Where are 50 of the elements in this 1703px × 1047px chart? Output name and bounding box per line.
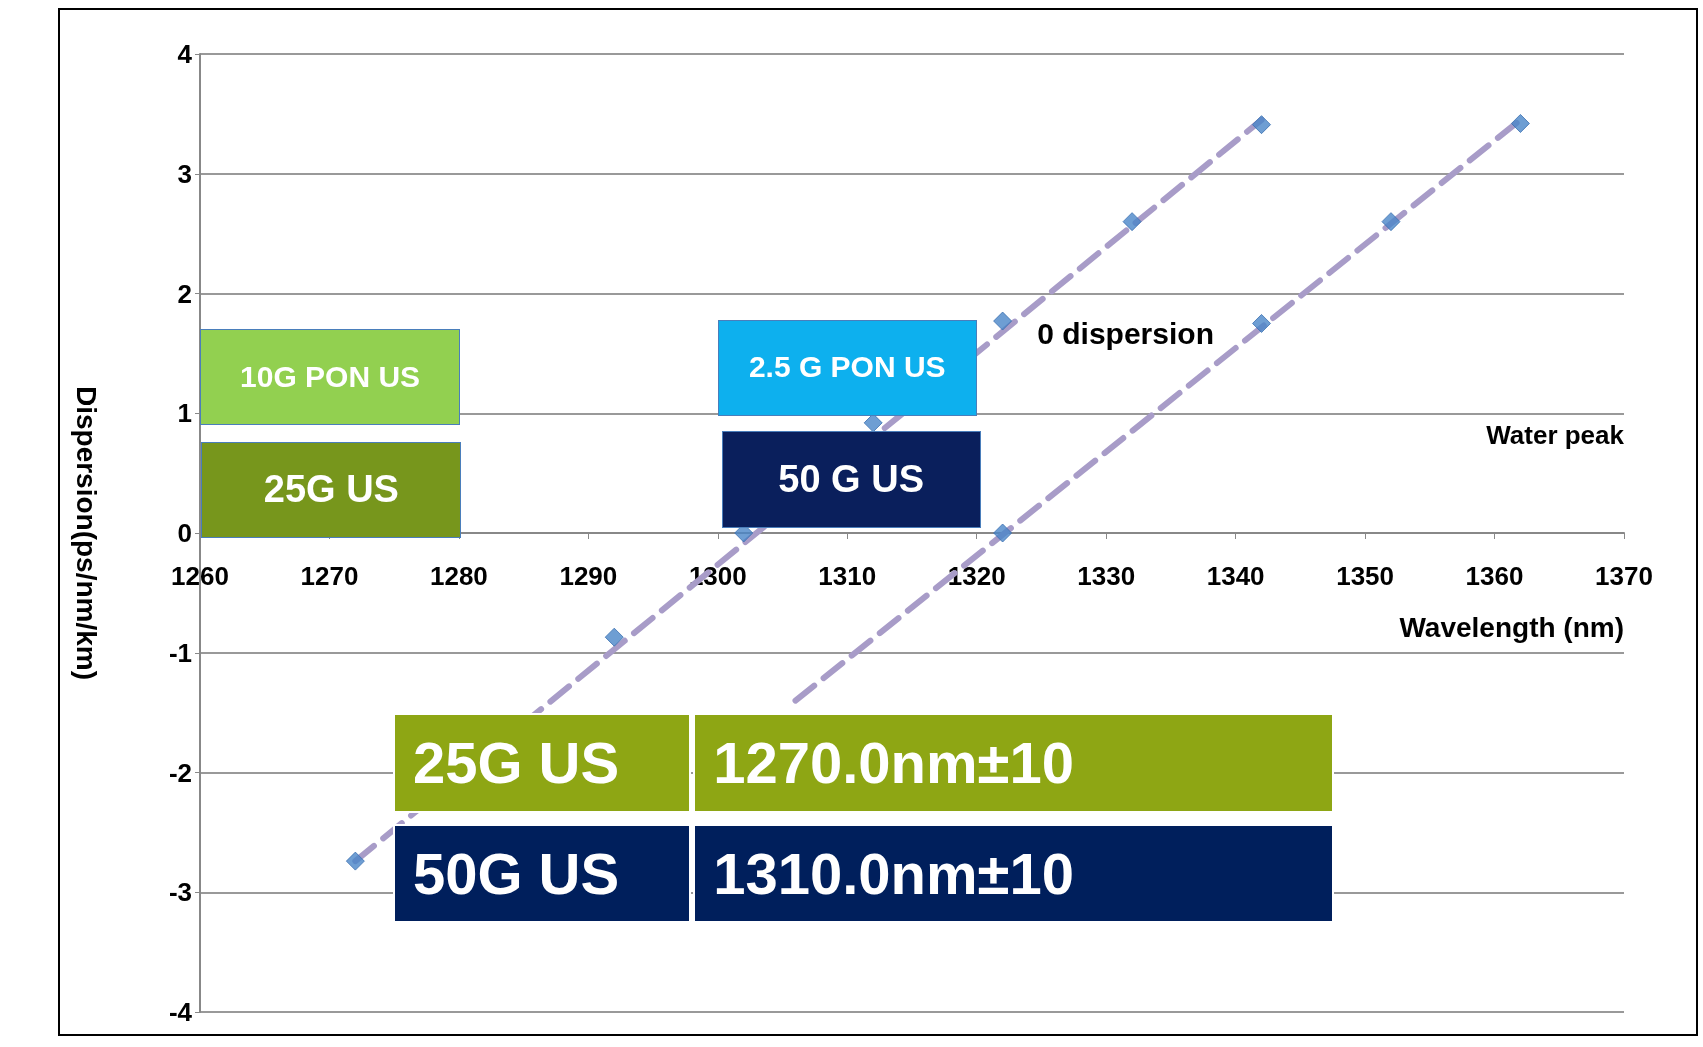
text-box: 1270.0nm±10 — [693, 712, 1334, 814]
point — [1252, 313, 1272, 333]
y-tick-label: -3 — [168, 877, 192, 908]
x-tick-label: 1260 — [171, 561, 229, 591]
y-tick-label: -4 — [168, 997, 193, 1027]
annotation: 50G US — [412, 839, 620, 908]
y-axis-title: Dispersion(ps/nm/km) — [70, 385, 102, 681]
y-tick-label: 0 — [177, 518, 192, 548]
x-axis-title: Wavelength (nm) — [1399, 611, 1624, 643]
annotation: 50 G US — [778, 457, 924, 503]
text-box: 25G US — [392, 712, 691, 814]
x-tick-label: 1290 — [559, 561, 618, 591]
x-tick-label: 1350 — [1336, 561, 1395, 591]
y-tick-label: -1 — [168, 637, 192, 668]
x-tick-label: 1370 — [1595, 561, 1653, 591]
text-box: 2.5 G PON US — [717, 319, 977, 416]
point — [863, 413, 883, 433]
y-tick-label: 1 — [177, 398, 192, 429]
point — [1122, 212, 1142, 232]
point — [345, 851, 365, 871]
text-box: 1310.0nm±10 — [693, 824, 1334, 924]
annotation: 25G US — [412, 728, 620, 797]
x-tick-label: 1270 — [300, 561, 359, 591]
annotation: 10G PON US — [240, 359, 421, 396]
point — [1510, 113, 1530, 133]
x-tick-label: 1340 — [1206, 561, 1265, 591]
annotation: 1310.0nm±10 — [713, 839, 1074, 908]
text-box: 10G PON US — [200, 329, 461, 426]
x-tick-label: 1360 — [1465, 561, 1524, 591]
text-box: 50G US — [392, 824, 691, 924]
annotation: 1270.0nm±10 — [713, 728, 1074, 797]
point — [1252, 115, 1272, 135]
point — [993, 523, 1013, 543]
annotation: 2.5 G PON US — [748, 349, 946, 386]
x-tick-label: 1280 — [429, 561, 488, 591]
y-tick-label: -2 — [168, 757, 192, 788]
y-tick-label: 2 — [177, 278, 192, 309]
y-tick-label: 4 — [177, 39, 193, 69]
annotation: 25G US — [263, 467, 399, 513]
x-tick-label: 1310 — [818, 561, 877, 591]
text-box: 25G US — [201, 442, 462, 538]
annotation: 0 dispersion — [1037, 317, 1214, 352]
annotation: Water peak — [1486, 419, 1624, 451]
point — [1381, 212, 1401, 232]
x-tick-label: 1320 — [947, 561, 1006, 591]
text-box: 50 G US — [721, 431, 981, 529]
point — [993, 311, 1013, 331]
y-tick-label: 3 — [177, 158, 192, 189]
x-tick-label: 1330 — [1077, 561, 1136, 591]
point — [604, 627, 624, 647]
